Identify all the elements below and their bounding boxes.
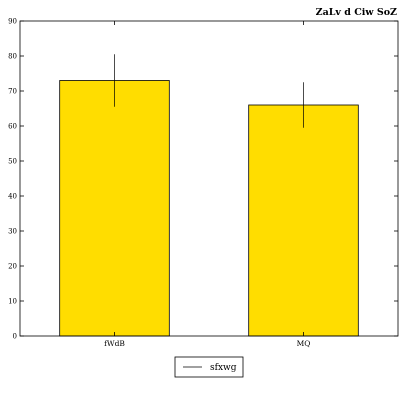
- y-tick-label-60: 60: [8, 123, 17, 131]
- axes-frame: [19, 20, 399, 337]
- x-tick-label-fWdB: fWdB: [104, 339, 125, 348]
- y-tick-label-30: 30: [8, 228, 17, 236]
- y-tick-label-20: 20: [8, 263, 17, 271]
- x-tick-label-MQ: MQ: [297, 339, 311, 348]
- y-tick-label-90: 90: [8, 18, 17, 26]
- y-tick-label-40: 40: [8, 193, 17, 201]
- bar-MQ: [248, 104, 359, 337]
- bar-fWdB: [59, 80, 170, 337]
- y-tick-label-80: 80: [8, 53, 17, 61]
- legend: sfxwg: [174, 356, 244, 378]
- y-tick-label-10: 10: [8, 298, 17, 306]
- y-tick-label-50: 50: [8, 158, 17, 166]
- plot-area: fWdB MQ 0 10 20 30 40 50 60 70 80 90: [8, 18, 399, 348]
- y-tick-label-0: 0: [13, 333, 17, 341]
- chart-title: ZaLv d Ciw SoZ: [316, 7, 397, 18]
- y-tick-label-70: 70: [8, 88, 17, 96]
- legend-box: [174, 356, 244, 378]
- legend-label: sfxwg: [210, 363, 237, 373]
